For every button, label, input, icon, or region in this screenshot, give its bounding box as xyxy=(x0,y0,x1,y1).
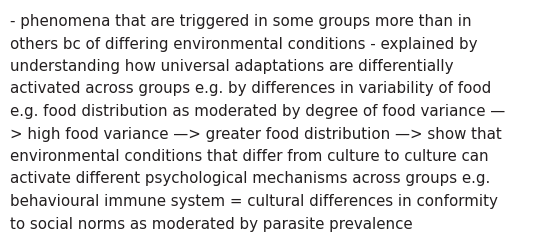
Text: others bc of differing environmental conditions - explained by: others bc of differing environmental con… xyxy=(10,36,478,51)
Text: e.g. food distribution as moderated by degree of food variance —: e.g. food distribution as moderated by d… xyxy=(10,104,505,118)
Text: understanding how universal adaptations are differentially: understanding how universal adaptations … xyxy=(10,59,454,74)
Text: behavioural immune system = cultural differences in conformity: behavioural immune system = cultural dif… xyxy=(10,193,498,208)
Text: > high food variance —> greater food distribution —> show that: > high food variance —> greater food dis… xyxy=(10,126,502,141)
Text: activate different psychological mechanisms across groups e.g.: activate different psychological mechani… xyxy=(10,171,490,186)
Text: environmental conditions that differ from culture to culture can: environmental conditions that differ fro… xyxy=(10,148,489,163)
Text: - phenomena that are triggered in some groups more than in: - phenomena that are triggered in some g… xyxy=(10,14,472,29)
Text: to social norms as moderated by parasite prevalence: to social norms as moderated by parasite… xyxy=(10,216,412,230)
Text: activated across groups e.g. by differences in variability of food: activated across groups e.g. by differen… xyxy=(10,81,491,96)
